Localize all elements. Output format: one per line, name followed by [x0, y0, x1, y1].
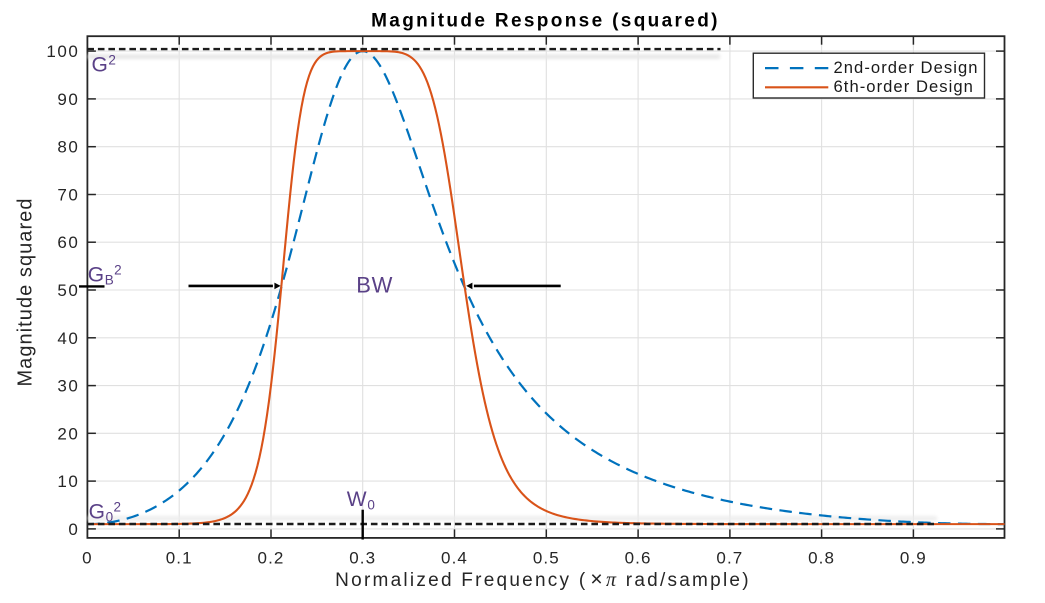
- svg-text:G02: G02: [89, 499, 121, 524]
- svg-text:2nd-order Design: 2nd-order Design: [834, 58, 979, 77]
- svg-text:6th-order Design: 6th-order Design: [834, 77, 974, 96]
- svg-text:Magnitude squared: Magnitude squared: [15, 197, 37, 386]
- svg-text:30: 30: [57, 377, 79, 396]
- svg-text:0.8: 0.8: [808, 548, 835, 567]
- svg-text:0.5: 0.5: [533, 548, 560, 567]
- svg-text:0: 0: [68, 520, 79, 539]
- svg-text:0.3: 0.3: [349, 548, 376, 567]
- svg-text:60: 60: [57, 233, 79, 252]
- svg-text:0: 0: [82, 548, 93, 567]
- svg-text:BW: BW: [356, 273, 393, 298]
- svg-text:0.2: 0.2: [258, 548, 285, 567]
- svg-text:70: 70: [57, 186, 79, 205]
- svg-text:20: 20: [57, 424, 79, 443]
- svg-text:80: 80: [57, 138, 79, 157]
- svg-text:Normalized Frequency (×π rad/s: Normalized Frequency (×π rad/sample): [335, 568, 751, 591]
- svg-text:Magnitude Response (squared): Magnitude Response (squared): [371, 10, 720, 31]
- svg-text:0.9: 0.9: [900, 548, 927, 567]
- svg-text:10: 10: [57, 472, 79, 491]
- svg-text:100: 100: [46, 42, 79, 61]
- svg-text:50: 50: [57, 281, 79, 300]
- svg-text:0.1: 0.1: [166, 548, 193, 567]
- svg-text:0.7: 0.7: [716, 548, 743, 567]
- svg-text:0.6: 0.6: [625, 548, 652, 567]
- svg-text:0.4: 0.4: [441, 548, 468, 567]
- svg-text:40: 40: [57, 329, 79, 348]
- svg-text:90: 90: [57, 90, 79, 109]
